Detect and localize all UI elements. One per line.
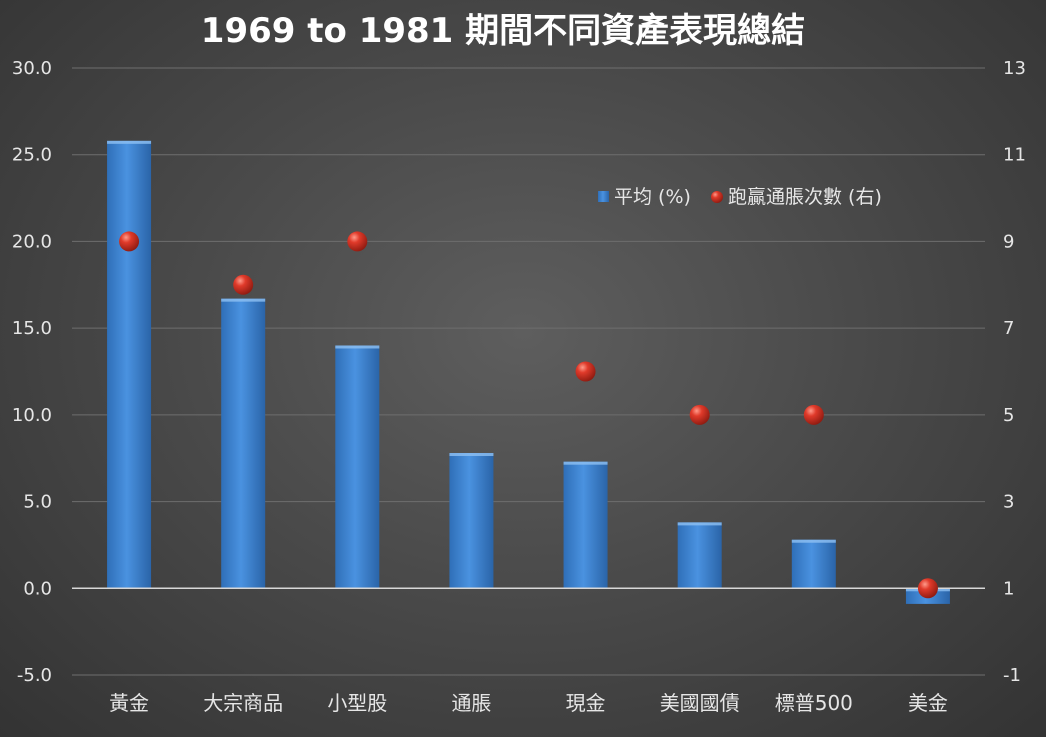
category-label: 標普500 [775, 691, 853, 715]
legend-dot-label: 跑贏通脹次數 (右) [728, 186, 882, 208]
scatter-point [575, 361, 596, 382]
bar-body [221, 298, 266, 589]
left-tick-label: 30.0 [12, 58, 52, 79]
bar-body [335, 345, 380, 589]
left-tick-label: -5.0 [17, 665, 52, 686]
chart-title: 1969 to 1981 期間不同資產表現總結 [201, 11, 805, 51]
bar [449, 453, 494, 589]
bar-top-edge [677, 522, 722, 526]
scatter-point [803, 404, 824, 425]
right-tick-label: 13 [1003, 58, 1026, 79]
scatter-series [119, 231, 938, 599]
category-label: 通脹 [451, 691, 491, 715]
right-tick-label: -1 [1003, 665, 1021, 686]
right-tick-label: 11 [1003, 145, 1026, 166]
bar [221, 298, 266, 589]
bar-series [107, 140, 950, 604]
bar-top-edge [791, 539, 836, 543]
left-tick-label: 15.0 [12, 318, 52, 339]
scatter-point [917, 578, 938, 599]
category-label: 美金 [908, 691, 948, 715]
legend-bar-swatch [598, 191, 609, 202]
bar-body [449, 453, 494, 589]
category-label: 美國國債 [660, 691, 740, 715]
bar [563, 461, 608, 589]
bar [107, 140, 152, 589]
bar-top-edge [107, 140, 152, 144]
bar-top-edge [563, 461, 608, 465]
legend-bar-label: 平均 (%) [614, 186, 691, 208]
legend-dot-swatch [711, 191, 723, 203]
category-label: 黃金 [109, 691, 149, 715]
bar [791, 539, 836, 589]
left-tick-label: 10.0 [12, 405, 52, 426]
right-tick-label: 7 [1003, 318, 1014, 339]
right-tick-label: 1 [1003, 578, 1014, 599]
category-labels: 黃金 大宗商品 小型股 通脹 現金 美國國債 標普500 美金 [109, 691, 948, 715]
bar-body [677, 522, 722, 589]
left-tick-label: 20.0 [12, 231, 52, 252]
left-axis-ticks: 30.0 25.0 20.0 15.0 10.0 5.0 0.0 -5.0 [12, 58, 52, 686]
bar-body [563, 461, 608, 589]
right-axis-ticks: 13 11 9 7 5 3 1 -1 [1003, 58, 1026, 686]
right-tick-label: 3 [1003, 492, 1014, 513]
scatter-point [233, 274, 254, 295]
category-label: 小型股 [327, 691, 387, 715]
scatter-point [347, 231, 368, 252]
category-label: 現金 [566, 691, 606, 715]
bar-top-edge [221, 298, 266, 302]
right-tick-label: 9 [1003, 231, 1014, 252]
bar-body [107, 140, 152, 589]
bar [335, 345, 380, 589]
bar-top-edge [335, 345, 380, 349]
gridlines [72, 67, 985, 676]
scatter-point [119, 231, 140, 252]
left-tick-label: 5.0 [23, 492, 52, 513]
left-tick-label: 25.0 [12, 145, 52, 166]
scatter-point [689, 404, 710, 425]
right-tick-label: 5 [1003, 405, 1014, 426]
bar-body [791, 539, 836, 589]
category-label: 大宗商品 [203, 691, 283, 715]
legend: 平均 (%) 跑贏通脹次數 (右) [598, 186, 882, 208]
bar [677, 522, 722, 589]
bar-top-edge [449, 453, 494, 457]
left-tick-label: 0.0 [23, 578, 52, 599]
